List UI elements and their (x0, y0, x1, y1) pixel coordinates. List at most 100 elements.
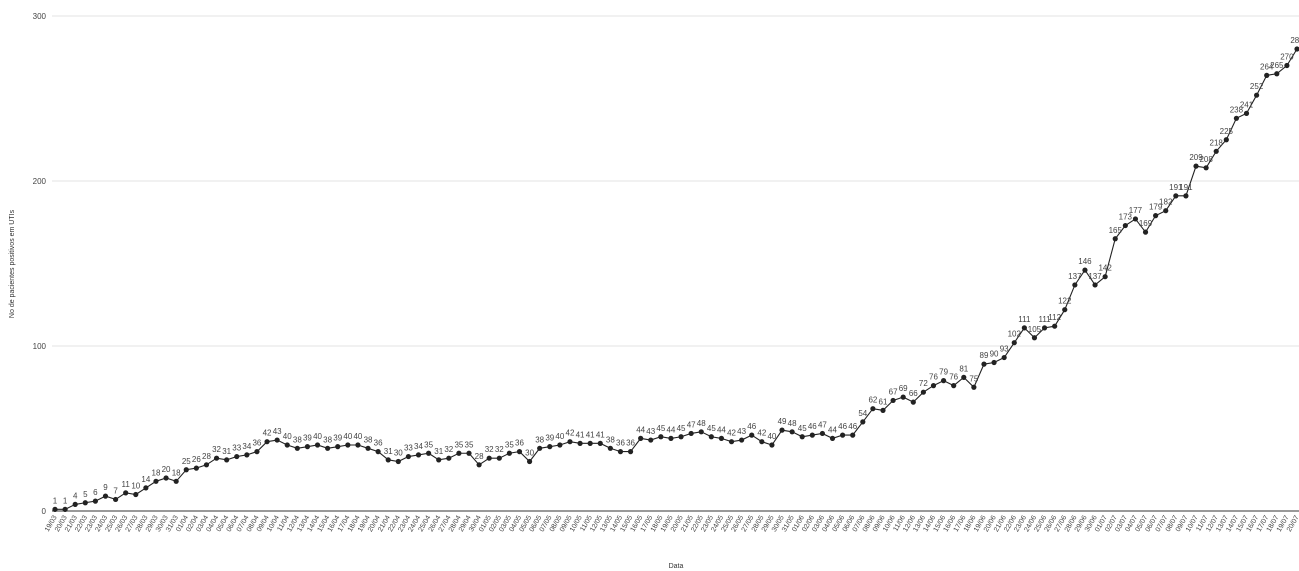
data-point (526, 458, 533, 465)
data-label: 30 (525, 449, 534, 458)
data-point (668, 435, 674, 441)
data-point (254, 449, 260, 455)
data-point (355, 442, 361, 448)
data-point (1102, 274, 1108, 280)
data-label: 40 (313, 432, 322, 441)
data-label: 38 (606, 435, 615, 444)
data-point (769, 442, 775, 448)
data-label: 11 (122, 480, 131, 489)
data-point (234, 453, 240, 460)
data-point (1011, 340, 1017, 346)
data-label: 18 (172, 468, 181, 477)
data-point (274, 437, 280, 443)
data-point (1243, 110, 1250, 116)
data-point (52, 506, 58, 512)
data-point (456, 450, 462, 456)
data-label: 89 (980, 351, 989, 360)
data-label: 67 (889, 387, 898, 396)
data-point (496, 455, 502, 461)
data-label: 7 (113, 486, 118, 495)
data-points (52, 46, 1299, 512)
data-point (244, 452, 250, 458)
data-point (183, 467, 189, 473)
data-point (1284, 62, 1290, 69)
data-point (426, 450, 432, 456)
data-label: 69 (899, 384, 908, 393)
data-point (1031, 335, 1038, 341)
data-point (264, 439, 270, 445)
data-label: 40 (555, 432, 564, 441)
data-point (698, 429, 704, 435)
data-label: 47 (687, 420, 696, 429)
data-label: 42 (566, 429, 575, 438)
data-label: 41 (576, 430, 585, 439)
data-point (910, 399, 916, 405)
data-point (627, 449, 634, 455)
data-point (779, 427, 785, 433)
data-point (547, 444, 553, 450)
data-label: 25 (182, 457, 191, 466)
data-label: 173 (1119, 213, 1133, 222)
data-point (900, 394, 906, 400)
data-point (617, 449, 624, 455)
data-label: 5 (83, 490, 88, 499)
data-label: 40 (343, 432, 352, 441)
data-label: 112 (1048, 313, 1061, 322)
data-point (961, 374, 967, 380)
data-point (1223, 137, 1229, 143)
data-point (1233, 115, 1240, 121)
data-label: 38 (323, 435, 332, 444)
data-label: 76 (949, 373, 958, 382)
data-label: 111 (1038, 315, 1051, 324)
data-point (203, 462, 210, 468)
data-label: 79 (939, 368, 948, 377)
data-label: 225 (1220, 127, 1234, 136)
data-point (708, 434, 714, 440)
data-point (678, 434, 684, 440)
data-point (1092, 282, 1098, 288)
data-label: 61 (879, 397, 888, 406)
data-label: 38 (364, 435, 373, 444)
data-label: 6 (93, 488, 98, 497)
data-point (415, 452, 422, 458)
data-label: 46 (848, 422, 857, 431)
data-label: 32 (495, 445, 504, 454)
data-label: 26 (192, 455, 201, 464)
data-label: 177 (1129, 206, 1143, 215)
data-label: 48 (788, 419, 797, 428)
data-point (1132, 216, 1139, 222)
data-label: 36 (515, 439, 524, 448)
data-label: 47 (818, 420, 827, 429)
data-label: 41 (586, 430, 595, 439)
data-point (567, 439, 573, 445)
data-label: 165 (1109, 226, 1123, 235)
data-point (577, 440, 583, 446)
data-point (1122, 222, 1128, 229)
data-point (890, 397, 896, 404)
data-point (1274, 71, 1280, 77)
data-label: 9 (103, 483, 108, 492)
data-point (819, 430, 826, 437)
data-label: 191 (1179, 183, 1193, 192)
data-label: 36 (626, 439, 635, 448)
data-label: 39 (303, 434, 312, 443)
data-point (1052, 323, 1058, 329)
data-point (728, 439, 735, 445)
data-label: 93 (1000, 345, 1009, 354)
data-point (951, 383, 957, 389)
data-point (971, 384, 977, 390)
data-label: 35 (465, 440, 474, 449)
data-point (1254, 92, 1260, 98)
data-label: 72 (919, 379, 928, 388)
data-point (850, 432, 856, 438)
data-label: 90 (990, 350, 999, 359)
data-label: 4 (73, 491, 78, 500)
data-label: 10 (131, 482, 140, 491)
data-point (587, 440, 593, 446)
data-point (476, 462, 482, 468)
data-point (62, 506, 68, 512)
data-point (385, 457, 391, 463)
data-label: 36 (252, 439, 261, 448)
data-point (72, 501, 78, 507)
data-point (193, 465, 199, 471)
